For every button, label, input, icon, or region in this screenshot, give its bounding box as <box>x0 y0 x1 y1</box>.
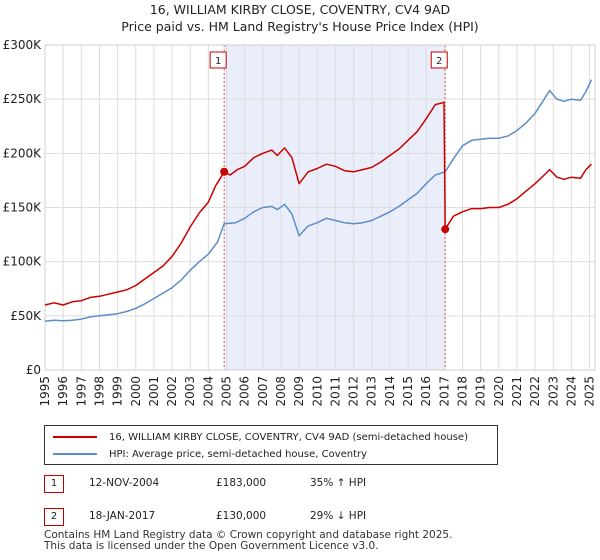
legend-swatch-hpi <box>53 453 97 455</box>
x-tick-label: 2023 <box>546 376 560 407</box>
legend-label-hpi: HPI: Average price, semi-detached house,… <box>109 448 368 460</box>
legend-label-property: 16, WILLIAM KIRBY CLOSE, COVENTRY, CV4 9… <box>109 431 468 443</box>
x-axis-ticks: 1995 1996 1997 1998 1999 2000 2001 2002 2003 2004… <box>38 376 597 407</box>
x-tick-label: 2005 <box>220 376 234 407</box>
x-tick-label: 1995 <box>38 376 52 407</box>
sale-price: £130,000 <box>216 510 267 522</box>
x-tick-label: 1997 <box>74 376 88 407</box>
sale-label-box <box>430 51 448 69</box>
x-tick-label: 2022 <box>528 376 542 407</box>
x-tick-label: 2009 <box>292 376 306 407</box>
sale-price: £183,000 <box>216 477 267 489</box>
sale-date: 12-NOV-2004 <box>89 477 160 489</box>
x-tick-label: 2014 <box>383 376 397 407</box>
y-axis-ticks: £0 £50K £100K £150K £200K £250K £300K <box>3 38 43 377</box>
y-tick-label: £150K <box>3 201 43 215</box>
x-tick-label: 2003 <box>183 376 197 407</box>
y-tick-label: £0 <box>26 363 41 377</box>
y-tick-label: £50K <box>10 309 42 323</box>
y-tick-label: £200K <box>3 146 43 160</box>
x-tick-label: 1998 <box>92 376 106 407</box>
footer: Contains HM Land Registry data © Crown c… <box>44 530 452 552</box>
sale-hpi-diff: 35% ↑ HPI <box>310 477 367 489</box>
plot-border <box>44 44 596 371</box>
sale-hpi-diff: 29% ↓ HPI <box>310 510 367 522</box>
sale-points <box>220 167 450 234</box>
sale-label-text: 2 <box>436 56 442 67</box>
x-tick-label: 2025 <box>583 376 597 407</box>
x-tick-label: 2002 <box>165 376 179 407</box>
x-tick-label: 2016 <box>419 376 433 407</box>
x-tick-label: 2015 <box>401 376 415 407</box>
x-tick-label: 2010 <box>310 376 324 407</box>
sale-point <box>441 225 450 234</box>
x-tick-label: 2020 <box>492 376 506 407</box>
legend-swatch-property <box>53 436 97 438</box>
sale-label-box <box>209 51 227 69</box>
legend: 16, WILLIAM KIRBY CLOSE, COVENTRY, CV4 9… <box>44 425 498 465</box>
series <box>44 79 593 323</box>
sale-date: 18-JAN-2017 <box>89 510 156 522</box>
x-tick-label: 2000 <box>129 376 143 407</box>
chart-title: 16, WILLIAM KIRBY CLOSE, COVENTRY, CV4 9… <box>149 2 451 17</box>
x-tick-label: 2008 <box>274 376 288 407</box>
y-tick-label: £100K <box>3 255 43 269</box>
sale-point <box>220 167 229 176</box>
x-tick-label: 1996 <box>56 376 70 407</box>
x-tick-label: 2012 <box>347 376 361 407</box>
x-tick-label: 2006 <box>238 376 252 407</box>
sale-row: 2 18-JAN-2017 £130,000 29% ↓ HPI <box>44 508 464 526</box>
y-tick-label: £250K <box>3 92 43 106</box>
chart-area: £0 £50K £100K £150K £200K £250K £300K 1995 1996… <box>3 38 597 407</box>
x-tick-label: 2007 <box>256 376 270 407</box>
x-tick-label: 2013 <box>365 376 379 407</box>
sale-label-text: 1 <box>215 56 221 67</box>
series-line-property <box>44 101 592 306</box>
x-tick-label: 2024 <box>564 376 578 407</box>
x-tick-label: 2001 <box>147 376 161 407</box>
chart-subtitle: Price paid vs. HM Land Registry's House … <box>121 19 479 34</box>
x-tick-label: 2011 <box>328 376 342 407</box>
footer-copyright: Contains HM Land Registry data © Crown c… <box>44 529 453 541</box>
x-tick-label: 2004 <box>201 376 215 407</box>
sale-number-badge: 1 <box>44 475 64 493</box>
x-tick-label: 1999 <box>111 376 125 407</box>
sale-row: 1 12-NOV-2004 £183,000 35% ↑ HPI <box>44 475 464 493</box>
legend-item-hpi: HPI: Average price, semi-detached house,… <box>53 446 367 462</box>
x-tick-label: 2018 <box>455 376 469 407</box>
y-tick-label: £300K <box>3 38 43 52</box>
sale-number-badge: 2 <box>44 508 64 526</box>
footer-licence: This data is licensed under the Open Gov… <box>44 540 379 552</box>
x-tick-label: 2017 <box>437 376 451 407</box>
x-tick-label: 2021 <box>510 376 524 407</box>
series-line-hpi <box>44 79 593 323</box>
legend-item-property: 16, WILLIAM KIRBY CLOSE, COVENTRY, CV4 9… <box>53 429 468 445</box>
x-tick-label: 2019 <box>474 376 488 407</box>
